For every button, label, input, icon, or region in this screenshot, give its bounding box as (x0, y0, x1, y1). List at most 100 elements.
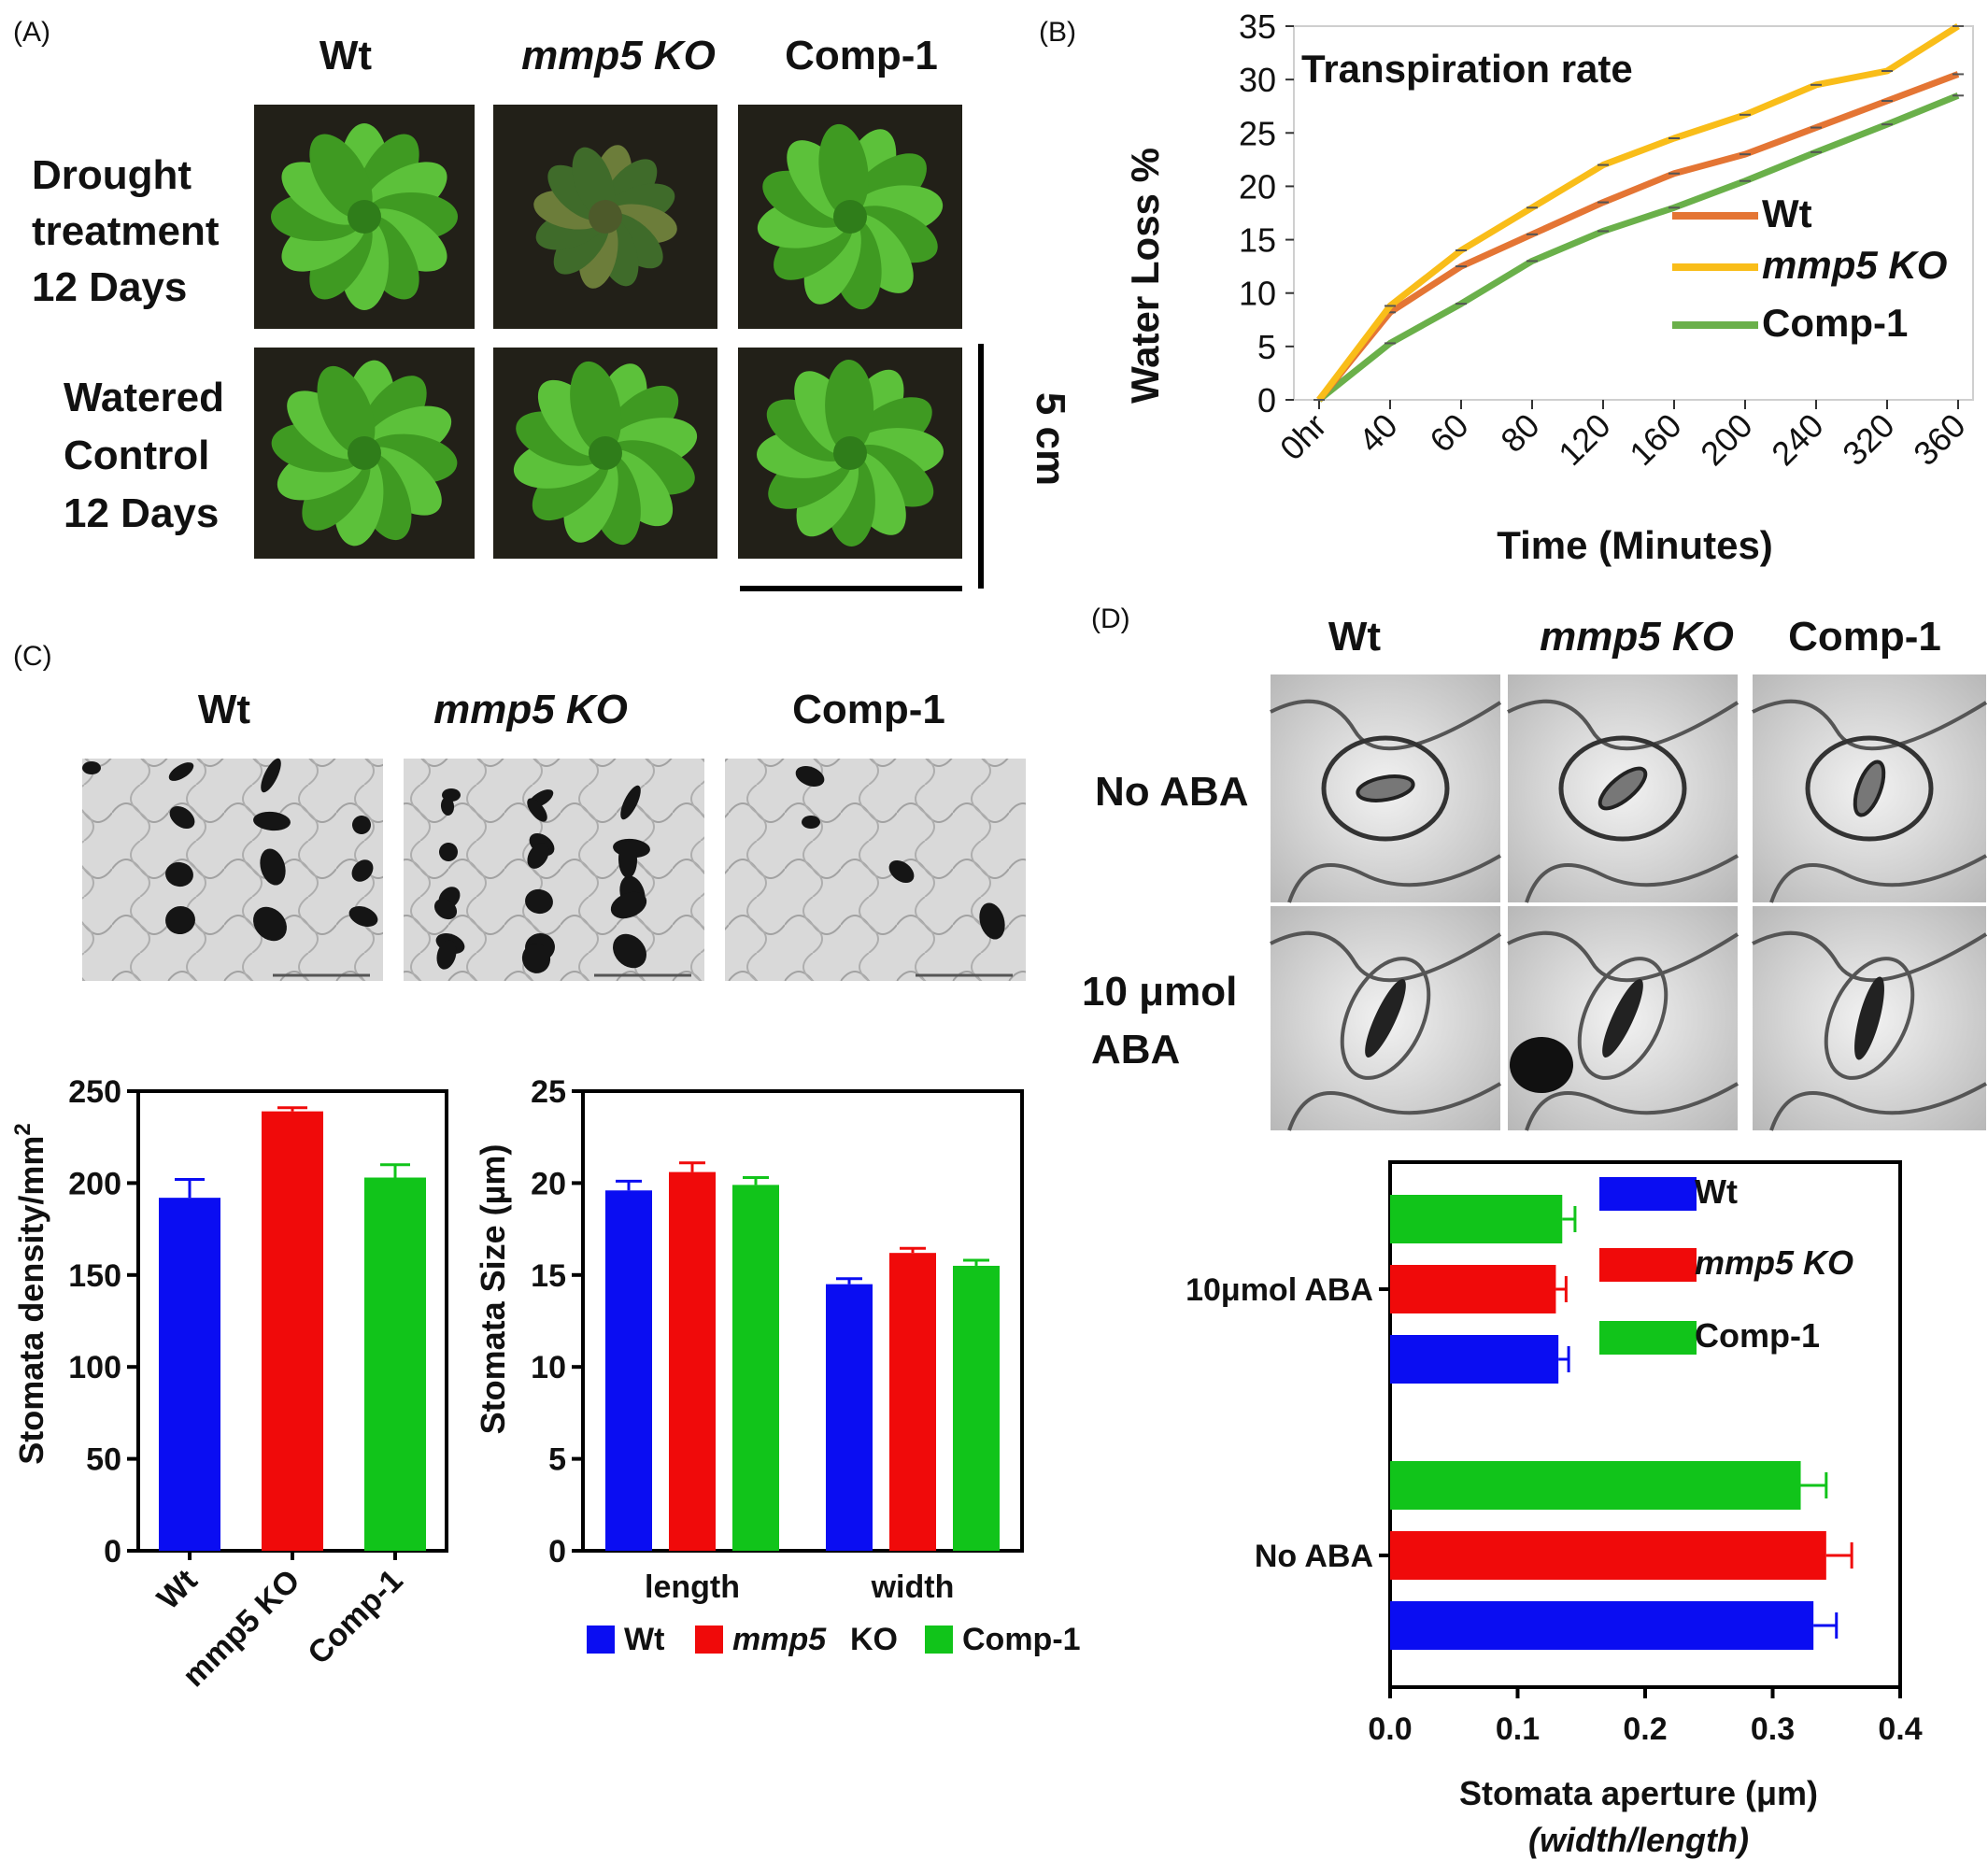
chart-c1-bar (262, 1111, 323, 1551)
chart-c2-bar (953, 1265, 1000, 1551)
stomatal-pore (1854, 976, 1884, 1060)
chart-c2-legend-label: Wt (624, 1622, 664, 1657)
chart-c2-legend-swatch (925, 1626, 953, 1654)
scale-label: 5 cm (1028, 392, 1073, 486)
plant-center (589, 436, 622, 470)
panel-c-images: Wt mmp5 KO Comp-1 (82, 687, 1026, 981)
plant-leaf (309, 134, 373, 219)
chart-d-ytick-label: No ABA (1255, 1539, 1373, 1574)
plant-photo (493, 105, 717, 329)
chart-c1-ylabel: Stomata density/mm2 (10, 1123, 50, 1464)
chart-b-xtick-label: 160 (1622, 406, 1688, 473)
dark-debris (1510, 1037, 1573, 1093)
panel-d-chart: 0.0 0.1 0.2 0.3 0.4 10μmol ABA No ABA Wt mmp5 KO… (1186, 1160, 1923, 1859)
c-col-header-mmp5: mmp5 KO (433, 687, 628, 732)
stomata-micrograph (1507, 906, 1740, 1131)
panel-label-c: (C) (13, 641, 52, 672)
c-col-header-wt: Wt (198, 687, 251, 732)
stomatal-pore (1598, 766, 1648, 811)
panel-d-images: Wt mmp5 KO Comp-1 No ABA 10 μmol ABA (1082, 614, 1988, 1131)
dark-cell-patch (253, 906, 287, 942)
chart-c2-ylabel: Stomata Size (µm) (474, 1144, 512, 1435)
chart-b-series-line (1316, 92, 1960, 403)
chart-b-xtick-label: 200 (1693, 406, 1759, 473)
chart-b-ytick-label: 5 (1257, 328, 1276, 366)
d-col-header-wt: Wt (1328, 614, 1382, 660)
dark-cell-patch (439, 843, 458, 861)
chart-b-ylabel: Water Loss % (1123, 148, 1167, 404)
chart-c1-bar (364, 1177, 426, 1551)
chart-b-xtick-label: 40 (1351, 406, 1404, 460)
chart-d-xlabel-sub: (width/length) (1528, 1821, 1749, 1859)
chart-d-xlabel: Stomata aperture (μm) (1459, 1774, 1818, 1812)
chart-c1-ytick-label: 150 (68, 1258, 121, 1294)
dark-cell-patch (613, 933, 646, 969)
dark-cell-patch (521, 944, 551, 973)
chart-b-legend-label: mmp5 KO (1762, 243, 1947, 287)
col-header-comp: Comp-1 (785, 33, 938, 78)
cell-wall (1507, 930, 1740, 983)
dark-cell-patch (436, 940, 457, 970)
cell-wall (1752, 699, 1988, 751)
chart-b-ytick-label: 20 (1239, 167, 1276, 206)
plant-photo (254, 348, 475, 559)
stomatal-pore (1853, 760, 1886, 817)
chart-d-legend-swatch (1599, 1321, 1697, 1355)
dark-cell-patch (802, 816, 820, 829)
guard-cell-outline (1558, 735, 1687, 842)
chart-b-legend-label: Wt (1762, 192, 1812, 235)
chart-c2-ytick-label: 0 (548, 1534, 566, 1569)
chart-b-ytick-label: 15 (1239, 221, 1276, 260)
chart-b-series-line (1316, 23, 1960, 403)
d-col-header-comp: Comp-1 (1788, 614, 1941, 660)
plant-photo (493, 348, 717, 559)
dark-cell-patch (165, 861, 193, 887)
chart-d-bar (1390, 1265, 1556, 1313)
stomata-micrograph (1507, 674, 1740, 903)
chart-d-ytick-label: 10μmol ABA (1186, 1272, 1373, 1308)
dark-cell-patch (620, 785, 641, 820)
chart-d-xtick-label: 0.3 (1751, 1711, 1795, 1747)
dark-cell-patch (261, 758, 281, 793)
plant-center (348, 200, 381, 234)
chart-c1-ytick-label: 200 (68, 1166, 121, 1201)
dark-cell-patch (795, 766, 825, 787)
chart-b-xtick-label: 80 (1493, 406, 1546, 460)
chart-c2-legend-label: mmp5 (732, 1622, 827, 1657)
cell-wall (1287, 1082, 1502, 1131)
epidermis-micrograph (404, 759, 704, 981)
stomata-micrograph (1752, 674, 1988, 903)
chart-c2-legend-label: KO (850, 1622, 898, 1657)
panel-c-size-chart: 0 5 10 15 20 25 length width Wt mmp5 KO Comp-1 Stom… (474, 1074, 1081, 1657)
row-label-drought-1: Drought (32, 152, 192, 198)
dark-cell-patch (433, 898, 458, 920)
plant-photo (738, 105, 962, 329)
d-row-label-aba-1: 10 μmol (1082, 969, 1237, 1015)
guard-cell-outline (1321, 735, 1450, 842)
chart-c2-ytick-label: 15 (531, 1258, 566, 1294)
col-header-mmp5: mmp5 KO (521, 33, 716, 78)
panel-label-d: (D) (1091, 603, 1130, 634)
dark-cell-patch (979, 902, 1005, 940)
panel-label-a: (A) (13, 17, 50, 48)
chart-d-legend-label: mmp5 KO (1695, 1243, 1853, 1282)
chart-b-xlabel: Time (Minutes) (1497, 523, 1773, 567)
chart-c2-frame (581, 1089, 1024, 1553)
chart-b-xtick-label: 60 (1422, 406, 1475, 460)
plant-leaf (818, 123, 869, 218)
d-row-label-aba-2: ABA (1091, 1027, 1180, 1072)
cell-outlines (82, 759, 383, 981)
chart-c2-legend-label: Comp-1 (962, 1622, 1081, 1657)
plant-photo (254, 105, 475, 329)
chart-c2-xtick-label: width (871, 1569, 955, 1605)
chart-c1-ylabel-sup: 2 (10, 1123, 36, 1135)
stomatal-pore (1365, 979, 1406, 1058)
dark-cell-patch (253, 811, 291, 831)
dark-cell-patch (527, 843, 549, 869)
dark-cell-patch (82, 761, 101, 774)
cell-wall (1507, 699, 1740, 751)
chart-c1-ytick-label: 250 (68, 1074, 121, 1110)
dark-cell-patch (165, 905, 195, 935)
cell-wall (1270, 699, 1502, 751)
